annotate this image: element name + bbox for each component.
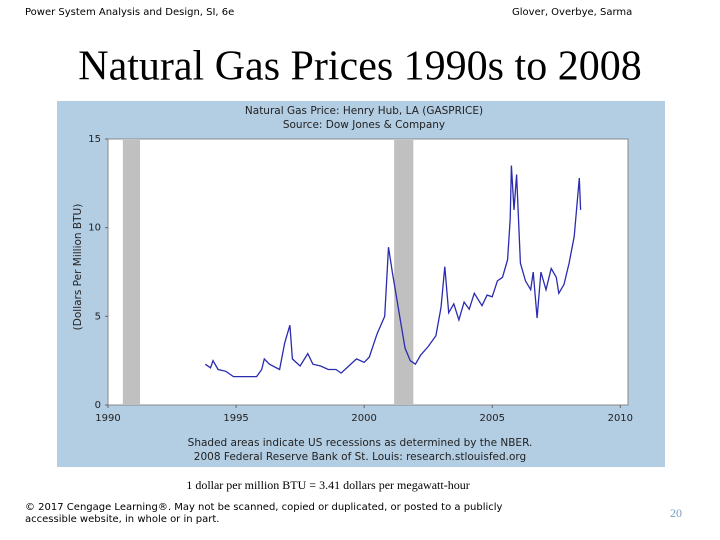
x-tick-label: 2010	[608, 413, 633, 424]
chart-note: Shaded areas indicate US recessions as d…	[188, 437, 533, 449]
header-right: Glover, Overbye, Sarma	[512, 7, 632, 18]
y-tick-label: 10	[88, 223, 101, 234]
chart-note: 2008 Federal Reserve Bank of St. Louis: …	[194, 451, 526, 463]
conversion-note: 1 dollar per million BTU = 3.41 dollars …	[186, 478, 469, 492]
x-tick-label: 1990	[95, 413, 120, 424]
y-tick-label: 15	[88, 134, 101, 145]
recession-band	[122, 140, 141, 405]
x-tick-label: 2005	[480, 413, 505, 424]
chart-subtitle: Source: Dow Jones & Company	[283, 119, 445, 131]
page-number: 20	[670, 506, 682, 520]
y-axis-label: (Dollars Per Million BTU)	[72, 204, 84, 331]
x-tick-label: 2000	[351, 413, 376, 424]
price-line	[204, 165, 582, 378]
header-left: Power System Analysis and Design, SI, 6e	[25, 7, 234, 18]
recession-band	[394, 140, 414, 405]
slide-title: Natural Gas Prices 1990s to 2008	[78, 44, 641, 90]
x-tick-label: 1995	[223, 413, 248, 424]
y-tick-label: 0	[95, 400, 101, 411]
y-tick-label: 5	[95, 311, 101, 322]
chart-title: Natural Gas Price: Henry Hub, LA (GASPRI…	[245, 105, 483, 117]
copyright: © 2017 Cengage Learning®. May not be sca…	[25, 502, 503, 525]
